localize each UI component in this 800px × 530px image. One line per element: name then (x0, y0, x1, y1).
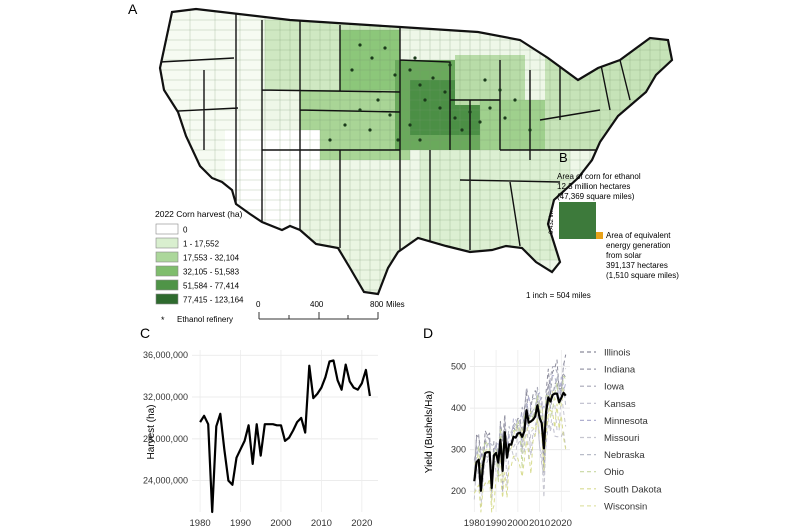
region-ohio-valley (480, 100, 550, 150)
refinery-legend-dot: * (161, 315, 165, 325)
ethanol-refinery-dots (328, 43, 532, 142)
series-line-wisconsin (473, 389, 567, 508)
region-southeast (420, 150, 570, 260)
y-tick-label-3: 500 (451, 362, 466, 372)
legend-entries: 0 1 - 17,552 17,553 - 32,104 32,105 - 51,58… (155, 223, 244, 305)
solar-area-line-4: 391,137 hectares (606, 261, 668, 270)
solar-area-line-3: from solar (606, 251, 642, 260)
legend-swatch-4 (155, 279, 179, 291)
scale-bar: 0 400 800 Miles (256, 300, 405, 320)
legend-label-3: 32,105 - 51,583 (183, 268, 240, 277)
legend-title: 2022 Corn harvest (ha) (155, 209, 243, 219)
legend-state-label-0: Illinois (604, 348, 631, 359)
panel-label-d: D (423, 325, 433, 341)
state-borders (160, 10, 631, 252)
legend-swatch-1 (155, 237, 179, 249)
y-tick-label-2: 32,000,000 (143, 392, 188, 402)
corn-area-line-2: 12.3 million hectares (557, 182, 630, 191)
series-line-illinois (473, 354, 567, 500)
us-outline (158, 7, 674, 296)
corn-area-line-3: (47,369 square miles) (557, 192, 635, 201)
legend-label-1: 1 - 17,552 (183, 240, 220, 249)
panel-label-c: C (140, 325, 150, 341)
legend-state-label-2: Iowa (604, 382, 625, 393)
scale-unit: Miles (386, 300, 405, 309)
x-tick-label-1: 1990 (230, 518, 251, 529)
x-tick-label-4: 2020 (351, 518, 372, 529)
legend-state-label-1: Indiana (604, 365, 636, 376)
chart-c-lines (199, 359, 371, 514)
series-line-harvest (199, 359, 371, 514)
harvest-chart: C Harvest (ha) 24,000,000 28,000,000 32,00… (140, 325, 378, 529)
chart-c-grid (192, 350, 378, 512)
chart-d-legend: Illinois Indiana Iowa Kansas Minnesota Missou… (580, 348, 662, 512)
corn-area-line-1: Area of corn for ethanol (557, 172, 641, 181)
chart-d-ylabel: Yield (Bushels/Ha) (424, 391, 435, 473)
series-line-ohio (473, 375, 567, 488)
solar-area-line-5: (1,510 square miles) (606, 271, 679, 280)
x-tick-label-0: 1980 (190, 518, 211, 529)
x-tick-label-3: 2010 (529, 518, 550, 529)
series-line-minnesota (473, 374, 567, 499)
y-tick-label-0: 200 (451, 486, 466, 496)
legend-swatch-2 (155, 251, 179, 263)
series-line-iowa (473, 363, 567, 493)
legend-swatch-0 (155, 223, 179, 235)
solar-area-line-1: Area of equivalent (606, 231, 671, 240)
legend-label-2: 17,553 - 32,104 (183, 254, 240, 263)
chart-c-yticks: 24,000,000 28,000,000 32,000,000 36,000,000 (143, 350, 188, 485)
legend-state-label-9: Wisconsin (604, 501, 647, 512)
series-line-average (473, 391, 567, 492)
legend-label-5: 77,415 - 123,164 (183, 296, 244, 305)
x-tick-label-2: 2000 (270, 518, 291, 529)
refinery-legend-label: Ethanol refinery (177, 315, 233, 324)
x-tick-label-3: 2010 (311, 518, 332, 529)
yield-chart: D Yield (Bushels/Ha) 200 300 400 500 1980 19… (423, 325, 662, 529)
x-tick-label-1: 1990 (486, 518, 507, 529)
area-comparison: B Area of corn for ethanol 12.3 million … (526, 150, 679, 300)
legend-state-label-5: Missouri (604, 433, 639, 444)
legend-label-0: 0 (183, 226, 188, 235)
corn-square-side-label: 0.432 in. (549, 211, 555, 234)
chart-d-xticks: 1980 1990 2000 2010 2020 (464, 518, 572, 529)
scale-tick-400: 400 (310, 300, 324, 309)
corn-area-square (559, 202, 596, 239)
solar-area-square (596, 232, 603, 239)
legend-state-label-6: Nebraska (604, 450, 645, 461)
chart-c-xticks: 1980 1990 2000 2010 2020 (190, 518, 373, 529)
y-tick-label-2: 400 (451, 403, 466, 413)
legend-state-label-8: South Dakota (604, 484, 662, 495)
series-line-nebraska (473, 375, 567, 470)
legend-swatch-3 (155, 265, 179, 277)
x-tick-label-0: 1980 (464, 518, 485, 529)
x-tick-label-4: 2020 (551, 518, 572, 529)
legend-state-label-3: Kansas (604, 399, 636, 410)
map-legend: 2022 Corn harvest (ha) 0 1 - 17,552 17,553… (155, 209, 244, 325)
series-line-south-dakota (473, 403, 567, 513)
chart-c-ylabel: Harvest (ha) (146, 404, 157, 459)
scale-tick-0: 0 (256, 300, 261, 309)
panel-label-a: A (128, 1, 138, 17)
legend-state-label-7: Ohio (604, 467, 624, 478)
y-tick-label-3: 36,000,000 (143, 350, 188, 360)
panel-label-b: B (559, 150, 568, 165)
legend-swatch-5 (155, 293, 179, 305)
legend-state-label-4: Minnesota (604, 416, 649, 427)
legend-label-4: 51,584 - 77,414 (183, 282, 240, 291)
area-scale-note: 1 inch = 504 miles (526, 291, 591, 300)
solar-area-line-2: energy generation (606, 241, 671, 250)
region-texas (300, 170, 410, 294)
y-tick-label-1: 28,000,000 (143, 434, 188, 444)
y-tick-label-1: 300 (451, 445, 466, 455)
chart-d-yticks: 200 300 400 500 (451, 362, 466, 497)
scale-tick-800: 800 (370, 300, 384, 309)
chart-d-lines (473, 354, 567, 513)
x-tick-label-2: 2000 (507, 518, 528, 529)
y-tick-label-0: 24,000,000 (143, 476, 188, 486)
